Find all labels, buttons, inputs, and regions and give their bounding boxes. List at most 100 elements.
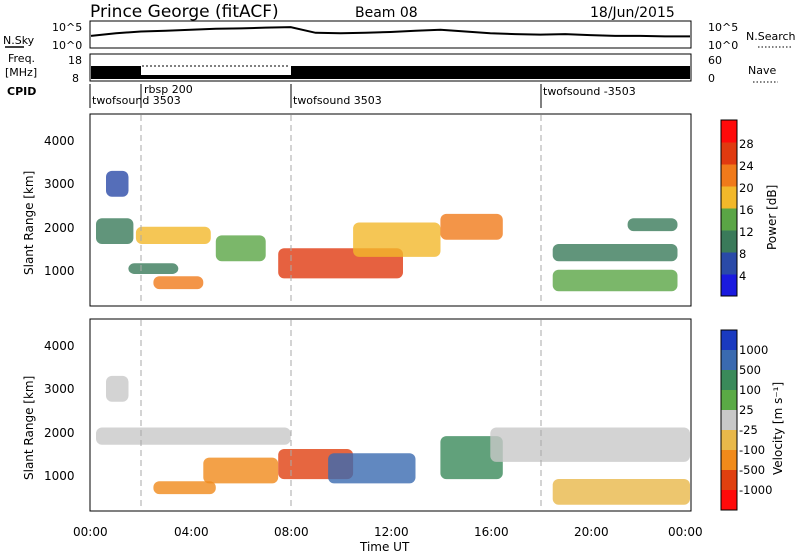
power-blobs-blob [96, 218, 134, 244]
power-cb-label: Power [dB] [765, 185, 779, 250]
power-colorbar-cell [721, 230, 737, 253]
power-blobs-blob [353, 222, 441, 257]
velocity-ylabel: Slant Range [km] [22, 376, 36, 480]
velocity-blobs-blob [96, 427, 291, 445]
power-yticks: 1000 2000 3000 4000 [44, 134, 75, 278]
power-colorbar: 28 24 20 16 12 8 4 Power [dB] [720, 119, 779, 297]
power-blobs-blob [128, 263, 179, 274]
power-ytick-3000: 3000 [44, 177, 75, 191]
xtick-1: 04:00 [174, 525, 209, 539]
power-data [96, 170, 678, 292]
nsky-panel: N.Sky 10^5 10^0 10^5 10^0 N.Search [3, 20, 796, 52]
velocity-data [96, 375, 690, 505]
cpid-row: CPID twofsound 3503 rbsp 200 twofsound 3… [7, 83, 636, 108]
power-blobs-blob [153, 276, 204, 290]
velocity-colorbar-cell [721, 330, 737, 351]
nsearch-tick-top: 10^5 [708, 21, 738, 34]
xlabel: Time UT [359, 540, 410, 554]
velocity-blobs-blob [552, 479, 690, 505]
velocity-colorbar: 1000 500 100 25 -25 -100 -500 -1000 Velo… [720, 329, 785, 511]
rbsp-band [141, 65, 291, 75]
velocity-colorbar-cell [721, 470, 737, 491]
velocity-blobs-blob [203, 457, 279, 484]
velocity-ytick-3000: 3000 [44, 382, 75, 396]
freq-panel: Freq. [MHz] 18 8 60 0 Nave [5, 52, 778, 85]
power-colorbar-cell [721, 142, 737, 165]
cpid-segment-3: twofsound 3503 [293, 94, 382, 107]
power-cb-tick-8: 8 [739, 247, 746, 261]
power-panel: 1000 2000 3000 4000 Slant Range [km] [22, 113, 692, 307]
velocity-colorbar-cell [721, 490, 737, 511]
nave-label: Nave [748, 64, 776, 77]
velocity-colorbar-cell [721, 450, 737, 471]
nave-tick-top: 60 [708, 54, 722, 67]
power-cb-tick-20: 20 [739, 181, 754, 195]
power-cb-tick-24: 24 [739, 159, 754, 173]
xtick-0: 00:00 [73, 525, 108, 539]
nsky-trace [90, 26, 690, 38]
date-label: 18/Jun/2015 [590, 5, 675, 21]
velocity-colorbar-cell [721, 390, 737, 411]
power-colorbar-cell [721, 120, 737, 143]
velocity-ytick-2000: 2000 [44, 426, 75, 440]
power-colorbar-cell [721, 164, 737, 187]
velocity-cb-label: Velocity [m s⁻¹] [771, 382, 785, 475]
velocity-cb-tick-25: 25 [739, 403, 754, 417]
xtick-6: 00:00 [668, 525, 703, 539]
velocity-blobs-blob [153, 481, 216, 495]
beam-label: Beam 08 [355, 5, 418, 21]
power-ytick-4000: 4000 [44, 134, 75, 148]
velocity-blobs-blob [328, 453, 416, 484]
nsky-line [90, 26, 690, 38]
power-blobs-blob [135, 226, 211, 244]
power-blobs-blob [106, 170, 129, 197]
power-colorbar-cell [721, 252, 737, 275]
cpid-segment-4: twofsound -3503 [543, 85, 636, 98]
velocity-colorbar-cell [721, 410, 737, 431]
velocity-ytick-1000: 1000 [44, 469, 75, 483]
nsky-tick-bottom: 10^0 [52, 39, 82, 52]
power-blobs-blob [627, 218, 678, 232]
velocity-cb-tick-neg1000: -1000 [739, 483, 772, 497]
cpid-segment-2: rbsp 200 [144, 83, 193, 96]
nsky-tick-top: 10^5 [52, 21, 82, 34]
velocity-cb-tick-500: 500 [739, 363, 761, 377]
velocity-colorbar-cell [721, 370, 737, 391]
power-blobs-blob [440, 213, 503, 240]
freq-unit-label: [MHz] [5, 66, 37, 79]
power-cb-tick-4: 4 [739, 269, 746, 283]
power-cb-tick-28: 28 [739, 137, 754, 151]
x-axis: 00:00 04:00 08:00 12:00 16:00 20:00 00:0… [73, 525, 703, 554]
xtick-3: 12:00 [374, 525, 409, 539]
power-colorbar-cell [721, 186, 737, 209]
nsearch-tick-bottom: 10^0 [708, 39, 738, 52]
velocity-colorbar-cell [721, 350, 737, 371]
power-blobs-blob [552, 244, 678, 262]
velocity-panel: 1000 2000 3000 4000 Slant Range [km] [22, 318, 692, 512]
freq-tick-bottom: 8 [72, 72, 79, 85]
power-ytick-1000: 1000 [44, 264, 75, 278]
cpid-segment-1: twofsound 3503 [92, 94, 181, 107]
velocity-colorbar-cell [721, 430, 737, 451]
velocity-cb-tick-100: 100 [739, 383, 761, 397]
cpid-label: CPID [7, 85, 36, 98]
velocity-blobs-blob [490, 427, 690, 462]
freq-label: Freq. [8, 52, 35, 65]
power-ytick-2000: 2000 [44, 221, 75, 235]
power-cb-tick-12: 12 [739, 225, 754, 239]
velocity-cb-tick-neg25: -25 [739, 423, 758, 437]
nsearch-label: N.Search [746, 30, 796, 43]
power-colorbar-cell [721, 208, 737, 231]
nave-tick-bottom: 0 [708, 72, 715, 85]
velocity-cb-tick-neg500: -500 [739, 463, 765, 477]
velocity-yticks: 1000 2000 3000 4000 [44, 339, 75, 483]
velocity-blobs-blob [440, 436, 503, 480]
power-ylabel: Slant Range [km] [22, 171, 36, 275]
power-cb-tick-16: 16 [739, 203, 754, 217]
power-blobs-blob [215, 235, 266, 262]
xtick-5: 20:00 [574, 525, 609, 539]
plot-title: Prince George (fitACF) [90, 2, 279, 22]
velocity-cb-tick-1000: 1000 [739, 343, 768, 357]
xtick-4: 16:00 [474, 525, 509, 539]
